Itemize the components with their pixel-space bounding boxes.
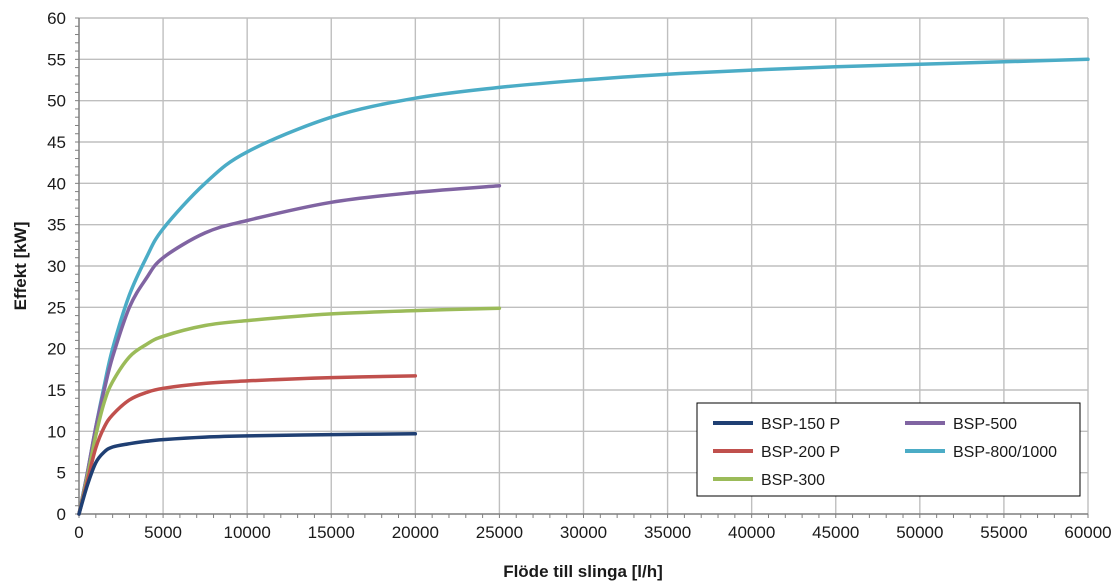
legend-label: BSP-200 P <box>761 444 840 461</box>
y-tick-label: 30 <box>47 257 66 276</box>
x-tick-label: 55000 <box>980 523 1027 542</box>
x-tick-labels: 0 5000 10000 15000 20000 25000 30000 35000 40000… <box>74 523 1111 542</box>
x-tick-label: 45000 <box>812 523 859 542</box>
x-tick-label: 50000 <box>896 523 943 542</box>
x-tick-label: 0 <box>74 523 83 542</box>
x-tick-label: 25000 <box>476 523 523 542</box>
x-tick-label: 35000 <box>644 523 691 542</box>
series-lines <box>77 57 1090 516</box>
y-tick-label: 50 <box>47 92 66 111</box>
series-line-bsp-300 <box>77 306 502 516</box>
x-tick-label: 15000 <box>308 523 355 542</box>
y-tick-label: 55 <box>47 50 66 69</box>
y-tick-label: 40 <box>47 174 66 193</box>
y-tick-label: 60 <box>47 9 66 28</box>
legend-item-bsp-500: BSP-500 <box>905 416 1017 433</box>
y-tick-label: 35 <box>47 216 66 235</box>
x-tick-label: 20000 <box>392 523 439 542</box>
y-tick-label: 45 <box>47 133 66 152</box>
legend-item-bsp-800-1000: BSP-800/1000 <box>905 444 1057 461</box>
y-tick-label: 5 <box>57 464 66 483</box>
y-tick-label: 20 <box>47 340 66 359</box>
series-line-bsp-150-p <box>77 432 418 516</box>
x-tick-label: 60000 <box>1064 523 1111 542</box>
x-tick-label: 30000 <box>560 523 607 542</box>
axes <box>78 18 1088 515</box>
legend-item-bsp-150-p: BSP-150 P <box>713 416 840 433</box>
legend-item-bsp-200-p: BSP-200 P <box>713 444 840 461</box>
x-tick-label: 10000 <box>224 523 271 542</box>
legend-item-bsp-300: BSP-300 <box>713 472 825 489</box>
legend-label: BSP-150 P <box>761 416 840 433</box>
y-tick-label: 25 <box>47 298 66 317</box>
legend-label: BSP-300 <box>761 472 825 489</box>
legend: BSP-150 P BSP-500 BSP-200 P BSP-800/1000 BSP… <box>696 402 1081 497</box>
y-tick-label: 10 <box>47 422 66 441</box>
y-axis-title: Effekt [kW] <box>11 222 30 311</box>
legend-box <box>696 402 1081 497</box>
x-axis-title: Flöde till slinga [l/h] <box>503 562 663 581</box>
y-tick-label: 0 <box>57 505 66 524</box>
x-tick-label: 40000 <box>728 523 775 542</box>
x-tick-label: 5000 <box>144 523 182 542</box>
legend-label: BSP-500 <box>953 416 1017 433</box>
y-tick-label: 15 <box>47 381 66 400</box>
y-tick-labels: 0 5 10 15 20 25 30 35 40 45 50 55 60 <box>47 9 66 524</box>
legend-label: BSP-800/1000 <box>953 444 1057 461</box>
series-line-bsp-200-p <box>77 374 418 516</box>
series-line-bsp-500 <box>77 184 502 516</box>
